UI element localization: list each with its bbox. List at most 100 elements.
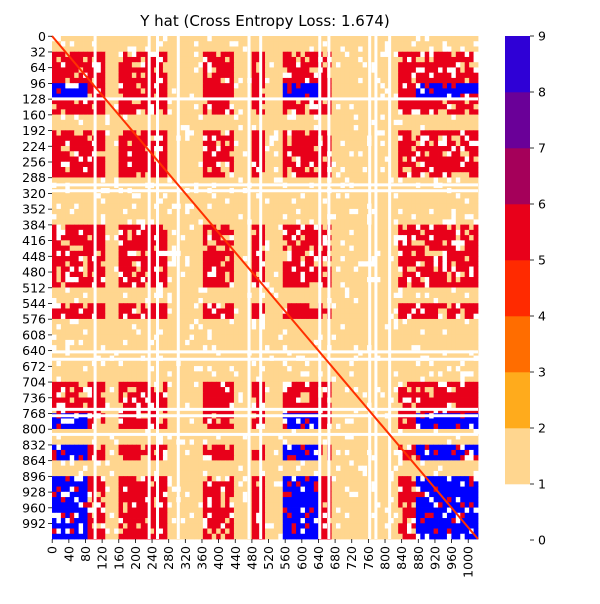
- heatmap-cell: [265, 297, 270, 304]
- heatmap-cell: [473, 250, 479, 257]
- heatmap-cell: [211, 62, 217, 68]
- heatmap-cell: [211, 235, 217, 241]
- heatmap-cell: [304, 104, 310, 110]
- heatmap-cell: [238, 193, 244, 199]
- heatmap-cell: [287, 292, 293, 299]
- heatmap-cell: [211, 219, 217, 226]
- heatmap-cell: [74, 193, 80, 199]
- heatmap-cell: [273, 177, 279, 184]
- heatmap-cell: [349, 198, 355, 205]
- heatmap-cell: [185, 250, 190, 257]
- heatmap-cell: [433, 229, 439, 236]
- heatmap-cell: [123, 67, 128, 74]
- heatmap-cell: [309, 250, 315, 257]
- heatmap-cell: [296, 156, 301, 163]
- heatmap-cell: [336, 219, 341, 226]
- heatmap-cell: [304, 62, 310, 68]
- heatmap-cell: [407, 130, 412, 136]
- heatmap-cell: [362, 219, 368, 226]
- heatmap-cell: [296, 292, 301, 299]
- heatmap-cell: [149, 229, 155, 236]
- heatmap-cell: [131, 297, 137, 304]
- heatmap-cell: [455, 41, 461, 47]
- heatmap-cell: [429, 114, 435, 121]
- heatmap-cell: [87, 56, 93, 63]
- heatmap-cell: [398, 177, 403, 184]
- heatmap-cell: [304, 36, 310, 42]
- heatmap-cell: [309, 198, 315, 205]
- heatmap-cell: [251, 109, 257, 115]
- heatmap-cell: [140, 119, 146, 126]
- heatmap-cell: [407, 83, 412, 89]
- heatmap-cell: [446, 292, 452, 299]
- heatmap-cell: [331, 161, 337, 168]
- heatmap-cell: [118, 193, 124, 199]
- heatmap-cell: [158, 271, 164, 278]
- heatmap-cell: [162, 297, 168, 304]
- heatmap-cell: [331, 235, 337, 241]
- heatmap-cell: [185, 130, 190, 136]
- heatmap-cell: [433, 292, 439, 299]
- heatmap-cell: [100, 114, 106, 121]
- heatmap-cell: [269, 172, 275, 178]
- heatmap-cell: [123, 135, 128, 142]
- heatmap-cell: [420, 219, 426, 226]
- heatmap-cell: [229, 240, 235, 246]
- heatmap-cell: [96, 172, 102, 178]
- heatmap-cell: [273, 51, 279, 58]
- heatmap-cell: [260, 36, 266, 42]
- heatmap-cell: [442, 282, 448, 288]
- heatmap-cell: [415, 287, 421, 294]
- heatmap-cell: [127, 166, 133, 173]
- heatmap-cell: [375, 146, 381, 152]
- heatmap-cell: [398, 151, 403, 157]
- heatmap-cell: [358, 72, 364, 79]
- heatmap-cell: [114, 93, 119, 100]
- heatmap-cell: [96, 177, 102, 184]
- heatmap-cell: [109, 277, 115, 283]
- heatmap-cell: [238, 125, 244, 131]
- heatmap-cell: [60, 88, 66, 95]
- heatmap-cell: [109, 98, 115, 105]
- heatmap-cell: [300, 177, 306, 184]
- heatmap-cell: [65, 250, 71, 257]
- heatmap-cell: [60, 277, 66, 283]
- heatmap-cell: [287, 36, 293, 42]
- heatmap-cell: [109, 41, 115, 47]
- heatmap-cell: [100, 67, 106, 74]
- heatmap-cell: [238, 98, 244, 105]
- heatmap-cell: [362, 130, 368, 136]
- heatmap-cell: [291, 88, 297, 95]
- heatmap-cell: [69, 292, 75, 299]
- heatmap-cell: [415, 203, 421, 210]
- heatmap-cell: [207, 282, 213, 288]
- heatmap-cell: [331, 36, 337, 42]
- heatmap-cell: [291, 62, 297, 68]
- heatmap-cell: [87, 208, 93, 215]
- heatmap-cell: [96, 256, 102, 262]
- heatmap-cell: [455, 72, 461, 79]
- heatmap-cell: [118, 256, 124, 262]
- heatmap-cell: [87, 62, 93, 68]
- heatmap-cell: [278, 130, 284, 136]
- heatmap-cell: [56, 172, 62, 178]
- heatmap-cell: [278, 261, 284, 267]
- heatmap-cell: [202, 240, 208, 246]
- heatmap-cell: [149, 135, 155, 142]
- heatmap-cell: [69, 46, 75, 53]
- heatmap-cell: [180, 203, 186, 210]
- heatmap-cell: [389, 72, 395, 79]
- heatmap-cell: [198, 109, 204, 115]
- heatmap-cell: [225, 235, 230, 241]
- heatmap-cell: [389, 104, 395, 110]
- heatmap-cell: [78, 62, 84, 68]
- heatmap-cell: [464, 130, 470, 136]
- heatmap-cell: [336, 67, 341, 74]
- heatmap-cell: [180, 67, 186, 74]
- heatmap-cell: [60, 114, 66, 121]
- heatmap-cell: [145, 271, 151, 278]
- heatmap-cell: [296, 250, 301, 257]
- heatmap-cell: [296, 125, 301, 131]
- heatmap-cell: [140, 203, 146, 210]
- heatmap-cell: [118, 172, 124, 178]
